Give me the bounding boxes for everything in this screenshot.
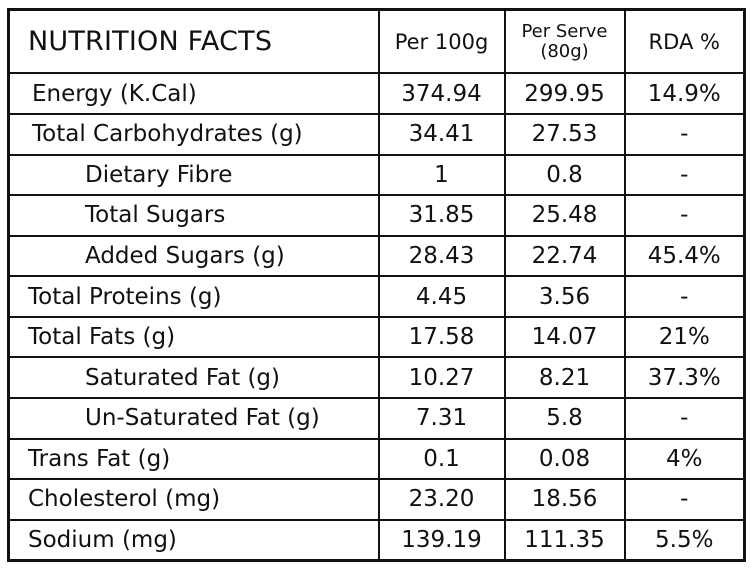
per-serve-value: 27.53 xyxy=(503,113,626,156)
rda-value: 14.9% xyxy=(623,72,746,115)
per-serve-header-line1: Per Serve xyxy=(521,20,608,42)
per-serve-value: 18.56 xyxy=(503,478,626,521)
table-title: NUTRITION FACTS xyxy=(7,8,380,75)
per-serve-value: 111.35 xyxy=(503,518,626,562)
rda-value: - xyxy=(623,194,746,237)
table-row: Saturated Fat (g) 10.27 8.21 37.3% xyxy=(7,356,746,400)
nutrient-name: Cholesterol (mg) xyxy=(7,478,380,521)
per-100g-value: 23.20 xyxy=(377,478,506,521)
per-serve-value: 299.95 xyxy=(503,72,626,115)
rda-value: - xyxy=(623,113,746,156)
rda-value: 21% xyxy=(623,315,746,359)
table-row: Trans Fat (g) 0.1 0.08 4% xyxy=(7,437,746,481)
table-row: Cholesterol (mg) 23.20 18.56 - xyxy=(7,478,746,521)
header-row: NUTRITION FACTS Per 100g Per Serve (80g)… xyxy=(7,8,746,75)
nutrient-name: Un-Saturated Fat (g) xyxy=(7,397,380,440)
per-100g-value: 139.19 xyxy=(377,518,506,562)
per-100g-value: 17.58 xyxy=(377,315,506,359)
per-serve-value: 3.56 xyxy=(503,275,626,318)
table-row: Total Fats (g) 17.58 14.07 21% xyxy=(7,315,746,359)
table-row: Total Carbohydrates (g) 34.41 27.53 - xyxy=(7,113,746,156)
rda-value: - xyxy=(623,275,746,318)
per-serve-value: 0.08 xyxy=(503,437,626,481)
per-serve-header: Per Serve (80g) xyxy=(503,8,626,75)
per-100g-value: 31.85 xyxy=(377,194,506,237)
table-row: Energy (K.Cal) 374.94 299.95 14.9% xyxy=(7,72,746,115)
nutrition-facts-table: NUTRITION FACTS Per 100g Per Serve (80g)… xyxy=(7,8,746,562)
rda-value: - xyxy=(623,153,746,197)
table-row: Dietary Fibre 1 0.8 - xyxy=(7,153,746,197)
per-serve-value: 25.48 xyxy=(503,194,626,237)
rda-value: 5.5% xyxy=(623,518,746,562)
nutrient-name: Energy (K.Cal) xyxy=(7,72,380,115)
per-100g-header: Per 100g xyxy=(377,8,506,75)
nutrient-name: Sodium (mg) xyxy=(7,518,380,562)
per-100g-value: 7.31 xyxy=(377,397,506,440)
rda-value: 4% xyxy=(623,437,746,481)
per-100g-value: 10.27 xyxy=(377,356,506,400)
nutrient-name: Added Sugars (g) xyxy=(7,234,380,278)
per-100g-value: 0.1 xyxy=(377,437,506,481)
nutrient-name: Total Fats (g) xyxy=(7,315,380,359)
rda-value: - xyxy=(623,478,746,521)
per-serve-value: 14.07 xyxy=(503,315,626,359)
per-100g-value: 374.94 xyxy=(377,72,506,115)
per-serve-value: 8.21 xyxy=(503,356,626,400)
per-100g-value: 4.45 xyxy=(377,275,506,318)
nutrient-name: Trans Fat (g) xyxy=(7,437,380,481)
nutrient-name: Total Sugars xyxy=(7,194,380,237)
per-100g-value: 1 xyxy=(377,153,506,197)
rda-value: 45.4% xyxy=(623,234,746,278)
nutrient-name: Dietary Fibre xyxy=(7,153,380,197)
rda-header: RDA % xyxy=(623,8,746,75)
nutrient-name: Total Carbohydrates (g) xyxy=(7,113,380,156)
table-row: Sodium (mg) 139.19 111.35 5.5% xyxy=(7,518,746,562)
per-100g-value: 34.41 xyxy=(377,113,506,156)
per-100g-value: 28.43 xyxy=(377,234,506,278)
nutrient-name: Total Proteins (g) xyxy=(7,275,380,318)
per-serve-value: 22.74 xyxy=(503,234,626,278)
rda-value: 37.3% xyxy=(623,356,746,400)
nutrient-name: Saturated Fat (g) xyxy=(7,356,380,400)
table-row: Added Sugars (g) 28.43 22.74 45.4% xyxy=(7,234,746,278)
table-row: Total Proteins (g) 4.45 3.56 - xyxy=(7,275,746,318)
per-serve-value: 0.8 xyxy=(503,153,626,197)
per-serve-header-line2: (80g) xyxy=(540,40,589,62)
per-serve-value: 5.8 xyxy=(503,397,626,440)
rda-value: - xyxy=(623,397,746,440)
table-row: Total Sugars 31.85 25.48 - xyxy=(7,194,746,237)
table-row: Un-Saturated Fat (g) 7.31 5.8 - xyxy=(7,397,746,440)
